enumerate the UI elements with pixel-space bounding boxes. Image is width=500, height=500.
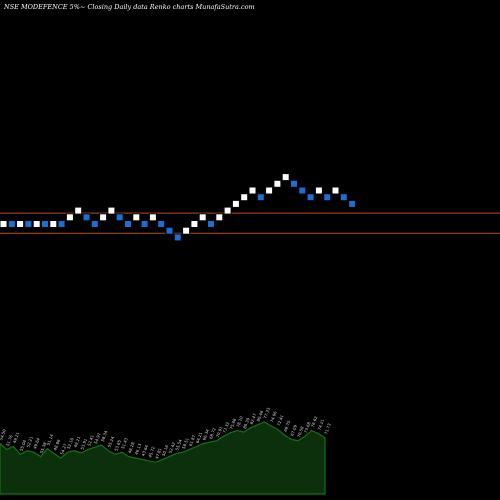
volume-panel — [0, 421, 326, 495]
renko-brick-up — [182, 226, 191, 235]
volume-value-label: 82.47 — [249, 412, 258, 425]
renko-brick-down — [124, 220, 132, 228]
renko-brick-up — [49, 220, 58, 228]
volume-labels: 54.5051.7649.2155.0452.2149.6455.3851.14… — [0, 406, 332, 459]
volume-value-label: 61.87 — [188, 434, 197, 447]
volume-value-label: 55.24 — [107, 435, 116, 448]
renko-brick-up — [148, 213, 157, 222]
renko-brick-down — [256, 193, 265, 202]
chart-title: NSE MODEFENCE 5%~ Closing Daily data Ren… — [3, 3, 255, 11]
volume-value-label: 72.41 — [276, 414, 285, 427]
renko-brick-up — [16, 220, 25, 228]
volume-area — [0, 421, 326, 495]
renko-brick-down — [90, 220, 99, 228]
volume-value-label: 53.65 — [113, 439, 122, 452]
volume-value-label: 58.34 — [100, 429, 109, 442]
volume-value-label: 43.64 — [140, 444, 149, 457]
volume-value-label: 46.13 — [134, 442, 143, 455]
volume-value-label: 49.64 — [32, 437, 41, 450]
renko-brick-down — [339, 193, 348, 202]
renko-brick-down — [7, 220, 16, 228]
volume-value-label: 70.91 — [215, 425, 224, 438]
renko-brick-up — [240, 193, 249, 202]
volume-value-label: 78.10 — [235, 415, 244, 428]
renko-brick-up — [273, 179, 282, 188]
volume-value-label: 80.46 — [256, 409, 265, 422]
renko-brick-down — [115, 213, 124, 222]
renko-brick-down — [290, 179, 298, 188]
volume-value-label: 51.14 — [46, 433, 55, 446]
renko-brick-up — [99, 213, 108, 222]
renko-brick-down — [207, 220, 215, 228]
volume-value-label: 66.34 — [201, 428, 210, 441]
renko-brick-up — [248, 186, 257, 195]
renko-brick-up — [198, 213, 207, 222]
volume-value-label: 67.09 — [289, 424, 298, 437]
volume-value-label: 51.76 — [5, 434, 14, 447]
renko-brick-up — [32, 220, 41, 228]
renko-brick-down — [173, 233, 182, 242]
volume-value-label: 69.75 — [283, 419, 292, 432]
volume-value-label: 73.68 — [303, 421, 312, 434]
renko-brick-up — [281, 173, 290, 182]
volume-value-label: 74.21 — [316, 418, 325, 431]
renko-brick-down — [24, 220, 33, 228]
renko-brick-up — [74, 206, 83, 215]
renko-brick-up — [314, 186, 323, 195]
volume-value-label: 50.16 — [161, 444, 170, 457]
volume-value-label: 49.21 — [73, 435, 82, 448]
volume-value-label: 76.62 — [310, 415, 319, 428]
volume-value-label: 75.68 — [228, 417, 237, 430]
renko-brick-up — [231, 199, 240, 208]
volume-value-label: 55.54 — [174, 438, 183, 451]
volume-value-label: 64.21 — [195, 431, 204, 444]
renko-brick-up — [215, 213, 224, 222]
renko-brick-up — [331, 186, 340, 195]
renko-brick-down — [157, 220, 166, 228]
volume-value-label: 52.41 — [86, 434, 95, 447]
renko-bricks — [0, 173, 357, 242]
renko-brick-up — [265, 186, 274, 195]
volume-value-label: 77.33 — [262, 406, 271, 419]
renko-brick-up — [223, 206, 232, 215]
renko-brick-down — [348, 199, 357, 208]
renko-brick-up — [0, 220, 8, 228]
volume-value-label: 54.97 — [93, 432, 102, 445]
volume-value-label: 68.72 — [208, 427, 217, 440]
renko-brick-down — [82, 213, 91, 222]
volume-value-label: 47.81 — [154, 447, 163, 460]
renko-brick-up — [190, 220, 199, 228]
volume-value-label: 55.38 — [39, 441, 48, 454]
renko-brick-down — [165, 226, 174, 235]
reference-lines — [0, 212, 500, 234]
volume-value-label: 71.73 — [323, 422, 332, 435]
volume-value-label: 55.04 — [19, 439, 28, 452]
volume-value-label: 53.91 — [80, 437, 89, 450]
volume-value-label: 52.10 — [66, 437, 75, 450]
volume-value-label: 45.72 — [147, 445, 156, 458]
volume-value-label: 80.30 — [242, 417, 251, 430]
renko-brick-down — [41, 220, 49, 228]
volume-value-label: 58.51 — [181, 437, 190, 450]
volume-value-label: 54.50 — [0, 428, 7, 441]
volume-value-label: 52.42 — [168, 441, 177, 454]
renko-brick-down — [323, 193, 332, 202]
renko-brick-down — [140, 220, 149, 228]
renko-brick-up — [132, 213, 141, 222]
volume-value-label: 48.28 — [127, 441, 136, 454]
renko-brick-down — [306, 193, 315, 202]
volume-value-label: 48.86 — [52, 438, 61, 451]
volume-value-label: 49.21 — [12, 431, 21, 444]
volume-value-label: 70.58 — [296, 425, 305, 438]
renko-brick-down — [298, 186, 307, 195]
volume-value-label: 51.43 — [120, 437, 129, 450]
volume-value-label: 52.21 — [25, 435, 34, 448]
volume-value-label: 74.06 — [269, 410, 278, 423]
renko-brick-down — [57, 220, 66, 228]
renko-brick-up — [65, 213, 74, 222]
volume-value-label: 54.27 — [59, 442, 68, 455]
renko-brick-up — [107, 206, 116, 215]
volume-value-label: 73.32 — [222, 421, 231, 434]
